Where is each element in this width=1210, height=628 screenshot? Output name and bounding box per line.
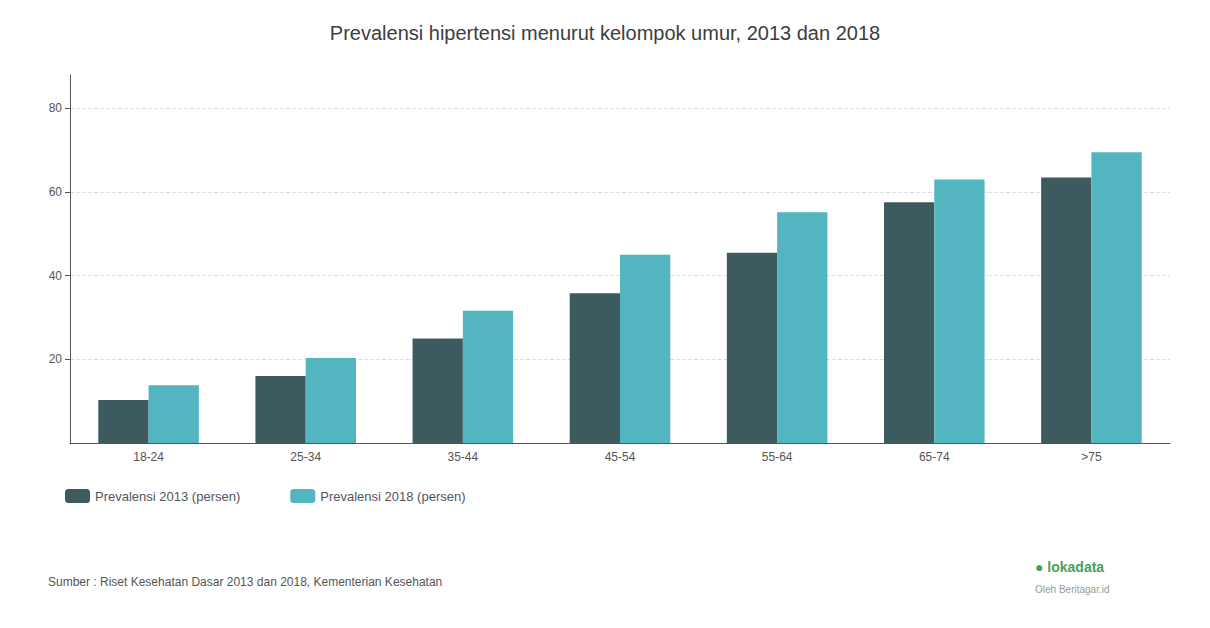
svg-text:18-24: 18-24 xyxy=(133,450,164,464)
svg-text:80: 80 xyxy=(49,101,63,115)
svg-text:Prevalensi 2013 (persen): Prevalensi 2013 (persen) xyxy=(95,489,240,504)
svg-text:>75: >75 xyxy=(1081,450,1102,464)
svg-text:40: 40 xyxy=(49,269,63,283)
svg-text:45-54: 45-54 xyxy=(605,450,636,464)
svg-text:65-74: 65-74 xyxy=(919,450,950,464)
svg-text:Prevalensi 2018 (persen): Prevalensi 2018 (persen) xyxy=(320,489,465,504)
svg-text:25-34: 25-34 xyxy=(290,450,321,464)
svg-text:20: 20 xyxy=(49,352,63,366)
svg-text:35-44: 35-44 xyxy=(448,450,479,464)
svg-text:Sumber : Riset Kesehatan Dasar: Sumber : Riset Kesehatan Dasar 2013 dan … xyxy=(48,575,442,589)
svg-text:Prevalensi hipertensi menurut: Prevalensi hipertensi menurut kelompok u… xyxy=(330,22,880,44)
svg-text:● lokadata: ● lokadata xyxy=(1035,559,1104,575)
svg-text:Oleh Beritagar.id: Oleh Beritagar.id xyxy=(1035,584,1110,595)
svg-text:55-64: 55-64 xyxy=(762,450,793,464)
svg-text:60: 60 xyxy=(49,185,63,199)
